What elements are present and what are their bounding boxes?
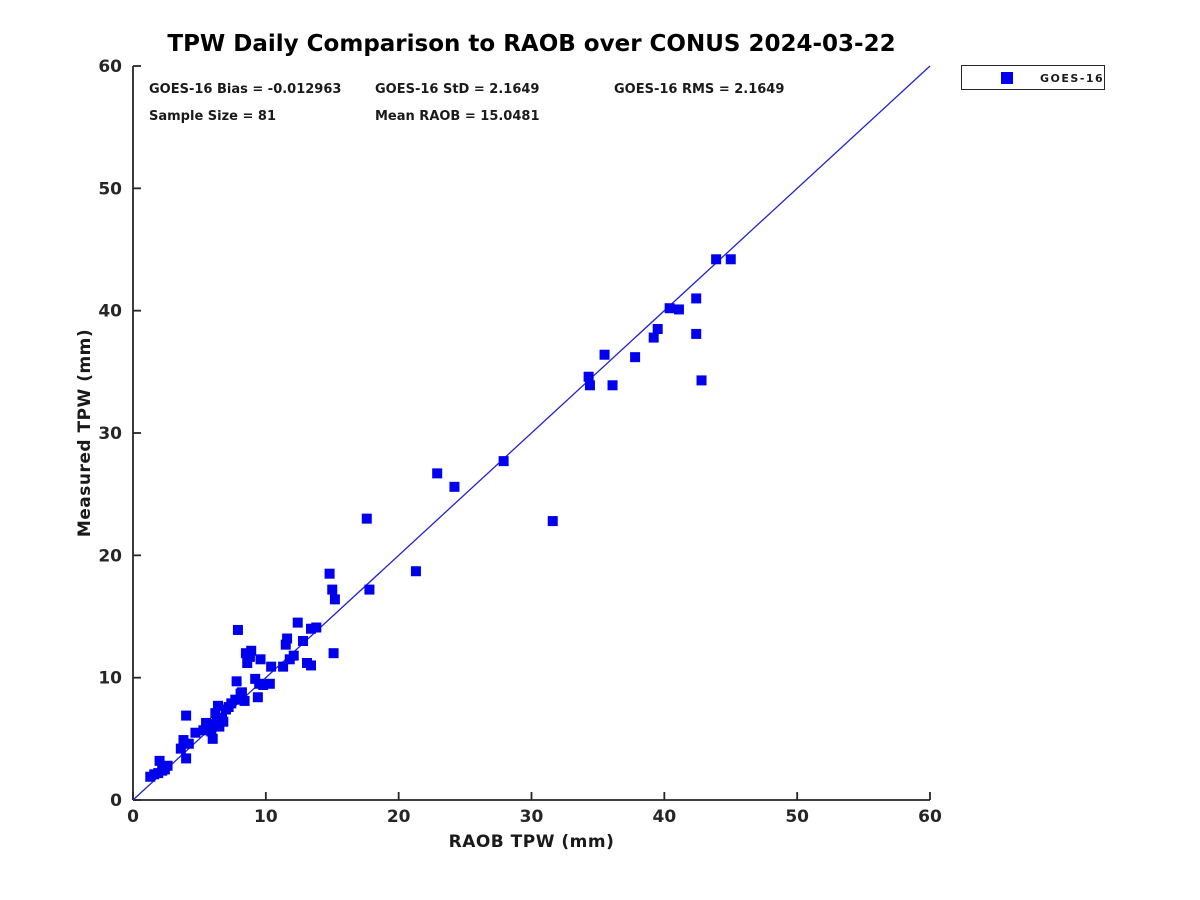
identity-line-layer — [132, 65, 931, 801]
y-tick-label: 30 — [98, 424, 122, 444]
y-axis-label: Measured TPW (mm) — [75, 328, 95, 538]
data-point-marker — [583, 371, 594, 382]
stat-mean-raob: Mean RAOB = 15.0481 — [375, 109, 540, 124]
legend-label-goes16: GOES-16 — [1040, 72, 1105, 85]
data-point-marker — [305, 623, 316, 634]
data-point-marker — [324, 568, 335, 579]
data-point-marker — [258, 680, 269, 691]
data-point-marker — [584, 380, 595, 391]
x-tick-label: 20 — [387, 807, 411, 827]
x-tick-label: 50 — [785, 807, 809, 827]
data-point-marker — [607, 380, 618, 391]
data-point-marker — [292, 617, 303, 628]
y-tick-label: 10 — [98, 669, 122, 689]
data-point-marker — [181, 710, 192, 721]
data-point-marker — [242, 657, 253, 668]
data-point-marker — [327, 584, 338, 595]
data-point-marker — [664, 303, 675, 314]
stat-std: GOES-16 StD = 2.1649 — [375, 82, 540, 97]
data-point-marker — [154, 755, 165, 766]
data-point-marker — [181, 753, 192, 764]
data-point-marker — [691, 293, 702, 304]
data-point-marker — [278, 661, 289, 672]
data-point-marker — [178, 735, 189, 746]
data-point-marker — [162, 760, 173, 771]
data-point-marker — [329, 594, 340, 605]
data-point-marker — [328, 648, 339, 659]
y-tick-label: 60 — [98, 57, 122, 77]
data-point-marker — [498, 456, 509, 467]
data-point-marker — [711, 254, 722, 265]
data-point-marker — [230, 694, 241, 705]
data-point-marker — [630, 352, 641, 363]
data-point-marker — [364, 584, 375, 595]
data-point-marker — [599, 349, 610, 360]
legend-marker-goes16-icon — [1001, 72, 1013, 84]
y-tick-label: 40 — [98, 302, 122, 322]
data-point-marker — [207, 733, 218, 744]
data-point-marker — [206, 726, 217, 737]
data-point-marker — [673, 304, 684, 315]
data-point-marker — [266, 661, 277, 672]
data-point-marker — [282, 633, 293, 644]
axes-layer: 0 10 20 30 40 50 60 0 10 20 30 40 50 60 — [98, 57, 942, 827]
data-point-marker — [210, 708, 221, 719]
data-point-marker — [246, 645, 257, 656]
data-point-marker — [298, 635, 309, 646]
data-point-marker — [252, 692, 263, 703]
data-point-marker — [175, 743, 186, 754]
y-tick-label: 0 — [110, 791, 122, 811]
data-point-marker — [361, 513, 372, 524]
x-axis-label: RAOB TPW (mm) — [448, 832, 615, 852]
data-point-marker — [231, 676, 242, 687]
x-tick-label: 40 — [652, 807, 676, 827]
data-point-marker — [255, 654, 266, 665]
x-tick-label: 10 — [254, 807, 278, 827]
y-tick-label: 20 — [98, 546, 122, 566]
scatter-markers-layer — [145, 254, 736, 782]
data-point-marker — [648, 332, 659, 343]
identity-line — [132, 65, 931, 801]
data-point-marker — [288, 650, 299, 661]
data-point-marker — [696, 375, 707, 386]
x-tick-label: 60 — [918, 807, 942, 827]
stat-sample-size: Sample Size = 81 — [149, 109, 277, 124]
data-point-marker — [213, 700, 224, 711]
data-point-marker — [232, 624, 243, 635]
x-tick-label: 0 — [127, 807, 139, 827]
x-tick-label: 30 — [520, 807, 544, 827]
data-point-marker — [280, 639, 291, 650]
data-point-marker — [547, 516, 558, 527]
stat-bias: GOES-16 Bias = -0.012963 — [149, 82, 342, 97]
y-tick-label: 50 — [98, 179, 122, 199]
data-point-marker — [190, 727, 201, 738]
chart-title: TPW Daily Comparison to RAOB over CONUS … — [167, 31, 896, 57]
data-point-marker — [305, 660, 316, 671]
data-point-marker — [239, 695, 250, 706]
data-point-marker — [236, 687, 247, 698]
data-point-marker — [432, 468, 443, 479]
data-point-marker — [264, 678, 275, 689]
data-point-marker — [449, 481, 460, 492]
stat-rms: GOES-16 RMS = 2.1649 — [614, 82, 785, 97]
data-point-marker — [211, 715, 222, 726]
data-point-marker — [244, 651, 255, 662]
data-point-marker — [183, 738, 194, 749]
data-point-marker — [410, 566, 421, 577]
legend-box: GOES-16 — [961, 65, 1105, 90]
data-point-marker — [652, 324, 663, 335]
data-point-marker — [691, 328, 702, 339]
data-point-marker — [725, 254, 736, 265]
data-point-marker — [218, 716, 229, 727]
data-point-marker — [311, 622, 322, 633]
